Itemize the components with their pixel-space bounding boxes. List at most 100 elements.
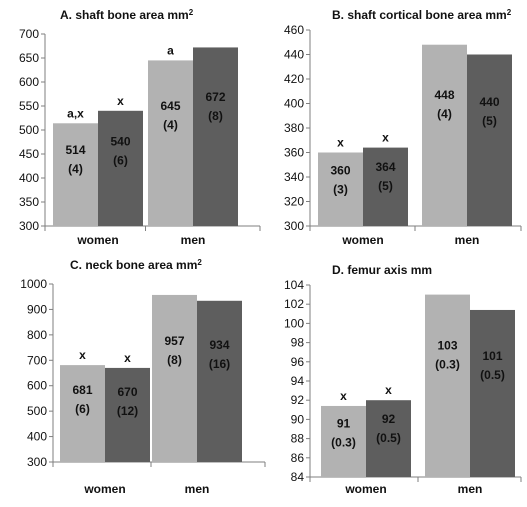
y-tick-label: 300 xyxy=(27,455,47,469)
bar-men-1 xyxy=(197,300,242,462)
data-sublabel: (6) xyxy=(113,153,128,167)
y-tick-label: 340 xyxy=(284,170,304,184)
bar-women-0 xyxy=(321,405,366,477)
chart-title-superscript: 2 xyxy=(189,8,194,17)
y-tick-label: 650 xyxy=(19,51,39,65)
bar-men-1 xyxy=(467,54,512,226)
data-sublabel: (4) xyxy=(437,107,452,121)
x-category-label: women xyxy=(76,233,118,247)
y-tick-label: 420 xyxy=(284,72,304,86)
bar-women-0 xyxy=(53,123,98,226)
bar-men-0 xyxy=(422,44,467,227)
data-label: 645 xyxy=(160,99,180,113)
x-category-label: women xyxy=(341,233,383,247)
y-tick-label: 104 xyxy=(284,278,304,292)
y-tick-label: 500 xyxy=(19,123,39,137)
data-label: 672 xyxy=(205,90,225,104)
x-category-label: men xyxy=(455,233,480,247)
significance-annotation: x xyxy=(124,351,131,365)
data-label: 364 xyxy=(375,160,395,174)
y-tick-label: 600 xyxy=(27,379,47,393)
y-tick-label: 600 xyxy=(19,75,39,89)
bar-women-1 xyxy=(366,400,411,477)
data-label: 448 xyxy=(434,88,454,102)
chart-panel-1: B. shaft cortical bone area mm2 300 320 340… xyxy=(284,8,522,247)
significance-annotation: x xyxy=(79,348,86,362)
data-label: 91 xyxy=(337,416,351,430)
chart-title-text: B. shaft cortical bone area mm xyxy=(332,8,507,22)
x-category-label: men xyxy=(181,233,206,247)
x-category-label: women xyxy=(344,482,386,496)
chart-title-text: A. shaft bone area mm xyxy=(60,8,189,22)
y-tick-label: 440 xyxy=(284,48,304,62)
data-sublabel: (16) xyxy=(209,357,230,371)
chart-panel-2: C. neck bone area mm2 300 400 500 600 700 800 9… xyxy=(20,258,266,496)
data-label: 101 xyxy=(482,349,502,363)
y-tick-label: 84 xyxy=(291,470,305,484)
y-tick-label: 86 xyxy=(291,451,305,465)
bar-men-1 xyxy=(193,47,238,226)
y-tick-label: 88 xyxy=(291,432,305,446)
y-tick-label: 100 xyxy=(284,316,304,330)
chart-title: C. neck bone area mm2 xyxy=(70,258,202,273)
data-label: 681 xyxy=(72,383,92,397)
data-label: 540 xyxy=(110,134,130,148)
data-label: 934 xyxy=(209,338,229,352)
data-sublabel: (0.5) xyxy=(480,368,505,382)
significance-annotation: x xyxy=(382,131,389,145)
x-category-label: men xyxy=(185,482,210,496)
significance-annotation: x xyxy=(337,136,344,150)
bar-men-1 xyxy=(470,309,515,477)
y-tick-label: 800 xyxy=(27,328,47,342)
data-label: 103 xyxy=(437,338,457,352)
significance-annotation: a xyxy=(167,43,174,57)
significance-annotation: x xyxy=(385,383,392,397)
bar-women-1 xyxy=(105,367,150,462)
data-sublabel: (4) xyxy=(68,162,83,176)
bar-men-0 xyxy=(425,294,470,477)
y-tick-label: 500 xyxy=(27,404,47,418)
y-tick-label: 320 xyxy=(284,195,304,209)
bar-men-0 xyxy=(148,60,193,227)
data-label: 92 xyxy=(382,412,396,426)
data-label: 440 xyxy=(479,95,499,109)
bar-women-0 xyxy=(60,365,105,462)
y-tick-label: 450 xyxy=(19,147,39,161)
y-tick-label: 94 xyxy=(291,374,305,388)
y-tick-label: 400 xyxy=(27,430,47,444)
data-label: 360 xyxy=(330,164,350,178)
chart-title: B. shaft cortical bone area mm2 xyxy=(332,8,512,23)
data-sublabel: (5) xyxy=(482,114,497,128)
data-sublabel: (0.3) xyxy=(331,435,356,449)
y-tick-label: 350 xyxy=(19,195,39,209)
chart-title-text: D. femur axis mm xyxy=(332,263,432,277)
y-tick-label: 98 xyxy=(291,336,305,350)
chart-title: D. femur axis mm xyxy=(332,263,432,277)
bar-women-0 xyxy=(318,152,363,226)
x-category-label: men xyxy=(458,482,483,496)
y-tick-label: 90 xyxy=(291,412,305,426)
data-label: 514 xyxy=(65,143,85,157)
y-tick-label: 96 xyxy=(291,355,305,369)
significance-annotation: x xyxy=(117,94,124,108)
chart-title-text: C. neck bone area mm xyxy=(70,258,197,272)
y-tick-label: 900 xyxy=(27,302,47,316)
significance-annotation: a,x xyxy=(67,106,84,120)
chart-title-superscript: 2 xyxy=(507,8,512,17)
data-sublabel: (0.3) xyxy=(435,357,460,371)
data-sublabel: (12) xyxy=(117,404,138,418)
x-category-label: women xyxy=(83,482,125,496)
chart-title: A. shaft bone area mm2 xyxy=(60,8,194,23)
bar-men-0 xyxy=(152,294,197,462)
chart-panel-0: A. shaft bone area mm2 300 350 400 450 500 550… xyxy=(19,8,261,247)
data-sublabel: (6) xyxy=(75,402,90,416)
significance-annotation: x xyxy=(340,389,347,403)
bar-women-1 xyxy=(98,110,143,226)
y-tick-label: 700 xyxy=(27,353,47,367)
data-label: 670 xyxy=(117,385,137,399)
data-label: 957 xyxy=(164,334,184,348)
bar-women-1 xyxy=(363,147,408,226)
chart-panel-3: D. femur axis mm 84 86 88 90 92 94 96 98 100 102 10… xyxy=(284,263,522,496)
y-tick-label: 102 xyxy=(284,297,304,311)
